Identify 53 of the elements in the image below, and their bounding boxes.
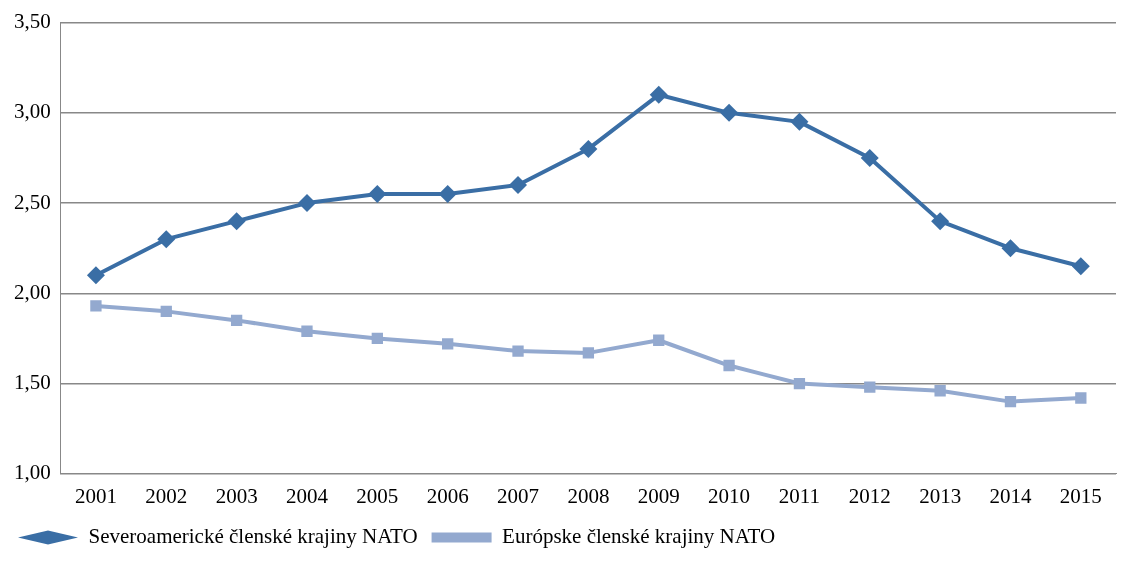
x-tick-label: 2001 (74, 483, 117, 508)
point (160, 305, 172, 318)
point (934, 385, 946, 397)
y-tick-label: 3,50 (14, 9, 51, 34)
point (1004, 395, 1017, 408)
point (509, 176, 528, 195)
legend-label: Európske členské krajiny NATO (502, 524, 776, 549)
point (297, 194, 316, 213)
point (793, 377, 806, 390)
y-tick-label: 2,50 (14, 189, 51, 214)
x-tick-label: 2011 (778, 483, 821, 508)
point (723, 359, 735, 372)
x-tick-label: 2006 (426, 483, 469, 508)
x-tick-label: 2014 (989, 483, 1032, 508)
y-tick-label: 1,00 (14, 460, 51, 485)
point (1001, 239, 1020, 258)
x-tick-label: 2007 (497, 483, 540, 508)
point (1075, 392, 1087, 404)
point (301, 325, 313, 337)
point (579, 139, 598, 158)
point (90, 300, 102, 312)
x-tick-label: 2004 (285, 483, 329, 508)
point (720, 103, 739, 122)
y-tick-label: 2,00 (14, 279, 51, 304)
x-tick-label: 2008 (567, 483, 610, 508)
x-tick-label: 2013 (919, 483, 962, 508)
point (860, 148, 879, 167)
point (438, 185, 457, 204)
point (368, 185, 387, 204)
point (790, 112, 809, 131)
point (157, 230, 176, 249)
point (649, 85, 668, 104)
point (230, 314, 243, 327)
point (227, 212, 246, 231)
y-tick-label: 1,50 (14, 370, 51, 395)
x-tick-label: 2009 (637, 483, 680, 508)
x-tick-label: 2005 (356, 483, 399, 508)
point (442, 338, 454, 350)
x-tick-label: 2015 (1059, 483, 1102, 508)
point (371, 332, 383, 345)
point (512, 345, 524, 357)
point (864, 381, 876, 393)
x-tick-label: 2003 (215, 483, 258, 508)
x-tick-label: 2012 (848, 483, 891, 508)
point (582, 347, 595, 359)
point (653, 334, 665, 346)
point (1071, 257, 1090, 276)
x-tick-label: 2002 (145, 483, 188, 508)
x-tick-label: 2010 (708, 483, 751, 508)
legend-label: Severoamerické členské krajiny NATO (88, 524, 418, 549)
y-tick-label: 3,00 (14, 99, 51, 124)
point (931, 212, 950, 231)
point (86, 266, 105, 285)
